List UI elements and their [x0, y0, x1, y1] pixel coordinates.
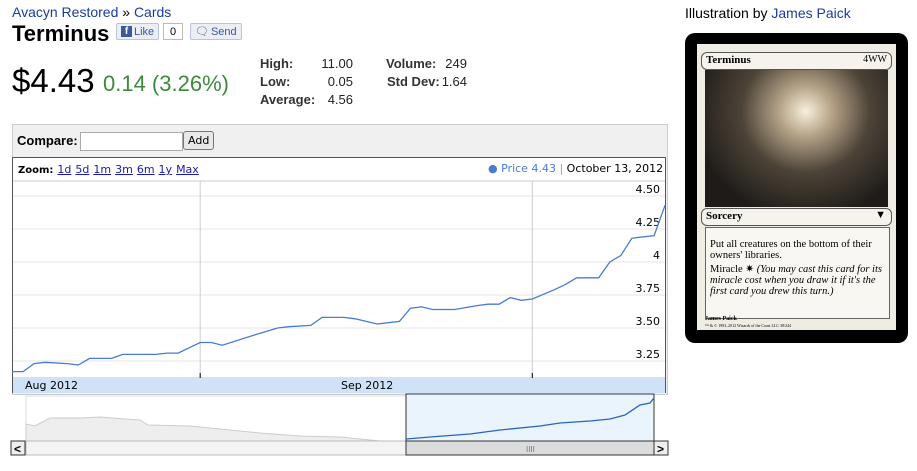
set-symbol-icon: ▼ [875, 209, 886, 221]
average-value: 4.56 [327, 92, 353, 107]
legend-dot-icon: ● [488, 162, 498, 175]
legend-date: October 13, 2012 [566, 162, 664, 175]
scroll-right-button[interactable] [653, 440, 669, 456]
facebook-like-button[interactable]: f Like [116, 23, 160, 40]
volume-value: 249 [445, 56, 467, 71]
mana-cost: 4WW [863, 54, 887, 65]
navigator-selection[interactable] [405, 393, 655, 442]
y-tick-label: 3.50 [636, 315, 661, 328]
chevron-left-icon: < [14, 442, 21, 456]
y-tick-label: 4.50 [636, 183, 661, 196]
illustration-credit: Illustration by James Paick [685, 5, 851, 21]
page-title: Terminus [12, 21, 110, 46]
zoom-max[interactable]: Max [176, 163, 199, 176]
card-name: Terminus [706, 54, 751, 66]
zoom-1m[interactable]: 1m [93, 163, 112, 176]
card-frame: Terminus 4WW Sorcery ▼ Put all creatures… [697, 44, 896, 330]
low-value: 0.05 [327, 74, 353, 89]
card-type: Sorcery [706, 210, 743, 222]
legend-value: 4.43 [531, 162, 556, 175]
scroll-left-button[interactable] [10, 440, 26, 456]
like-label: Like [134, 25, 155, 38]
card-text-box: Put all creatures on the bottom of their… [705, 227, 890, 319]
compare-label: Compare: [17, 133, 78, 148]
high-label: High: [260, 56, 294, 71]
card-miracle: Miracle [710, 264, 743, 275]
card-image: Terminus 4WW Sorcery ▼ Put all creatures… [685, 33, 908, 343]
average-label: Average: [260, 92, 316, 107]
zoom-1y[interactable]: 1y [158, 163, 173, 176]
card-artist: James Paick [705, 316, 737, 322]
artist-link[interactable]: James Paick [771, 5, 851, 21]
stddev-value: 1.64 [441, 74, 467, 89]
facebook-send-button[interactable]: 🗨 Send [190, 23, 242, 40]
card-rules: Put all creatures on the bottom of their… [710, 239, 872, 261]
breadcrumb-separator: » [122, 4, 131, 20]
y-tick-label: 4.25 [636, 216, 661, 229]
chart-legend: ● Price 4.43 | October 13, 2012 [488, 162, 664, 175]
send-label: Send [210, 25, 237, 38]
add-button[interactable]: Add [183, 131, 215, 150]
send-icon: 🗨 [195, 26, 209, 38]
zoom-5d[interactable]: 5d [75, 163, 90, 176]
breadcrumb-cards-link[interactable]: Cards [133, 4, 172, 20]
y-tick-label: 3.75 [636, 282, 661, 295]
breadcrumb-set-link[interactable]: Avacyn Restored [12, 4, 119, 20]
price-change: 0.14 (3.26%) [103, 71, 229, 96]
like-count: 0 [163, 23, 183, 40]
compare-input[interactable] [80, 132, 183, 151]
card-reminder: (You may cast this card for its miracle … [710, 264, 882, 297]
chevron-right-icon: > [657, 442, 664, 456]
low-label: Low: [260, 74, 291, 89]
card-copyright: ™ & © 1993–2012 Wizards of the Coast LLC… [705, 323, 792, 328]
facebook-icon: f [121, 26, 132, 37]
x-label-sep: Sep 2012 [341, 379, 393, 392]
high-value: 11.00 [321, 56, 353, 71]
price-series-line [12, 204, 666, 373]
range-navigator[interactable]: IIII < > [10, 393, 669, 456]
card-art [705, 70, 888, 207]
zoom-3m[interactable]: 3m [115, 163, 133, 176]
card-type-bar: Sorcery ▼ [701, 208, 892, 226]
zoom-label: Zoom: [18, 165, 54, 176]
navigator-series-line [405, 397, 655, 440]
illustration-prefix: Illustration by [685, 5, 768, 21]
zoom-6m[interactable]: 6m [136, 163, 155, 176]
x-label-aug: Aug 2012 [25, 379, 78, 392]
y-tick-label: 4 [653, 249, 660, 262]
x-axis-band [13, 377, 665, 393]
stddev-label: Std Dev: [387, 74, 440, 89]
legend-series: Price [501, 162, 528, 175]
breadcrumb: Avacyn Restored » Cards [12, 4, 171, 20]
zoom-controls: Zoom: 1d 5d 1m 3m 6m 1y Max [18, 163, 199, 176]
card-title-bar: Terminus 4WW [701, 52, 892, 70]
y-tick-label: 3.25 [636, 348, 661, 361]
current-price: $4.43 [12, 62, 95, 99]
svg-text:IIII: IIII [526, 445, 535, 454]
zoom-1d[interactable]: 1d [57, 163, 72, 176]
volume-label: Volume: [386, 56, 437, 71]
